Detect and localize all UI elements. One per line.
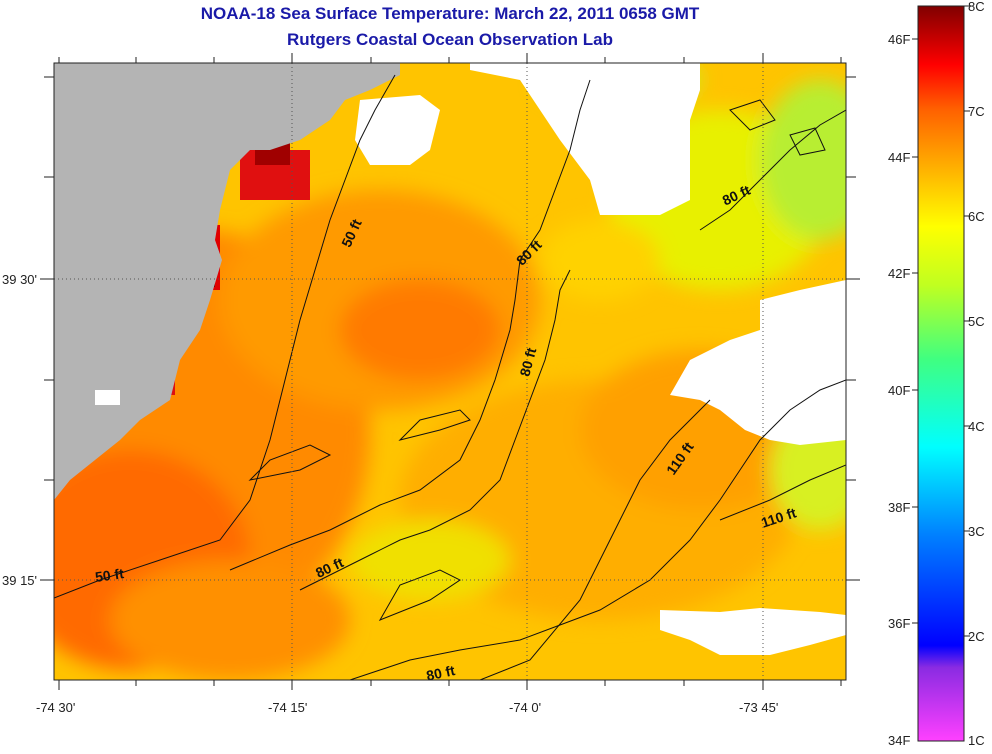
colorbar-c-label: 1C — [968, 733, 985, 748]
contour-label: 80 ft — [425, 662, 457, 684]
map-panel — [54, 63, 846, 680]
no-data-area — [470, 63, 700, 215]
colorbar-f-labels: 46F 44F 42F 40F 38F 36F 34F — [888, 32, 910, 748]
colorbar-c-label: 2C — [968, 629, 985, 644]
lon-tick-label: -73 45' — [739, 700, 778, 715]
colorbar-f-label: 34F — [888, 733, 910, 748]
colorbar-c-label: 3C — [968, 524, 985, 539]
colorbar-c-labels: 8C 7C 6C 5C 4C 3C 2C 1C — [968, 0, 985, 748]
graticule — [54, 63, 846, 680]
colorbar-f-label: 42F — [888, 266, 910, 281]
colorbar-c-label: 8C — [968, 0, 985, 14]
axis-ticks — [40, 53, 860, 690]
colorbar-ticks — [912, 5, 970, 637]
depth-contours — [54, 74, 846, 680]
colorbar-c-label: 5C — [968, 314, 985, 329]
lat-tick-label: 39 30' — [2, 272, 37, 287]
colorbar-f-label: 44F — [888, 150, 910, 165]
colorbar-f-label: 40F — [888, 383, 910, 398]
contour-label: 50 ft — [94, 565, 125, 585]
colorbar-c-label: 4C — [968, 419, 985, 434]
lat-tick-label: 39 15' — [2, 573, 37, 588]
colorbar-f-label: 36F — [888, 616, 910, 631]
map-title: NOAA-18 Sea Surface Temperature: March 2… — [200, 4, 700, 23]
no-data-area — [670, 280, 846, 445]
colorbar-c-label: 7C — [968, 104, 985, 119]
no-data-area — [355, 95, 440, 165]
no-data-area — [660, 608, 846, 655]
lon-tick-label: -74 15' — [268, 700, 307, 715]
colorbar-c-label: 6C — [968, 209, 985, 224]
colorbar — [917, 5, 965, 742]
lon-tick-label: -74 0' — [509, 700, 541, 715]
map-frame — [53, 62, 847, 681]
colorbar-f-label: 38F — [888, 500, 910, 515]
no-data-area — [95, 390, 120, 405]
map-subtitle: Rutgers Coastal Ocean Observation Lab — [287, 30, 613, 49]
colorbar-f-label: 46F — [888, 32, 910, 47]
lon-tick-label: -74 30' — [36, 700, 75, 715]
land-area — [54, 63, 400, 500]
contour-label: 80 ft — [516, 346, 539, 378]
